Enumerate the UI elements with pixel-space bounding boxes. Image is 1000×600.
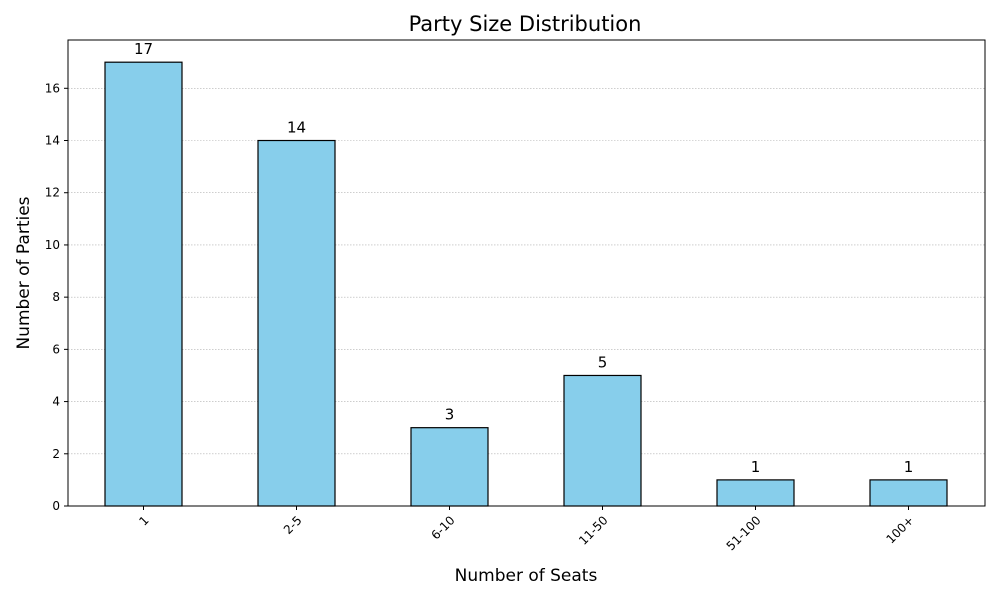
data-label: 5: [598, 353, 608, 371]
x-tick-label: 1: [136, 513, 151, 528]
plot-frame: [67, 39, 986, 507]
data-label: 3: [445, 406, 455, 424]
y-tick-label: 8: [52, 290, 60, 304]
bar-100+: [869, 479, 948, 507]
x-tick-label: 11-50: [576, 513, 611, 548]
x-axis-ticks: 1 2-5 6-10 11-50 51-100 100+: [136, 506, 917, 553]
y-tick-label: 10: [45, 238, 60, 252]
x-tick-label: 51-100: [724, 513, 764, 553]
data-labels: 17 14 3 5 1 1: [134, 40, 913, 476]
y-axis-label: Number of Parties: [14, 196, 34, 349]
y-tick-label: 2: [52, 447, 60, 461]
data-label: 17: [134, 40, 153, 58]
x-tick-label: 2-5: [281, 513, 305, 537]
y-tick-label: 6: [52, 342, 60, 356]
x-axis-label: Number of Seats: [455, 566, 598, 586]
bar-2-5: [257, 139, 336, 507]
y-tick-label: 14: [45, 134, 60, 148]
y-tick-label: 16: [45, 81, 60, 95]
y-tick-label: 4: [52, 395, 60, 409]
x-tick-label: 6-10: [428, 513, 457, 542]
bar-1: [104, 61, 183, 507]
y-tick-label: 0: [52, 499, 60, 513]
y-tick-label: 12: [45, 186, 60, 200]
data-label: 1: [904, 458, 914, 476]
y-axis-ticks: 0 2 4 6 8 10 12 14 16: [45, 81, 68, 513]
data-label: 14: [287, 119, 306, 137]
y-grid-lines: [68, 87, 985, 455]
data-label: 1: [751, 458, 761, 476]
x-tick-label: 100+: [883, 513, 916, 546]
bar-6-10: [410, 427, 489, 507]
bar-11-50: [563, 374, 642, 507]
chart-title: Party Size Distribution: [409, 12, 642, 36]
bar-51-100: [716, 479, 795, 507]
bars: [104, 61, 948, 507]
